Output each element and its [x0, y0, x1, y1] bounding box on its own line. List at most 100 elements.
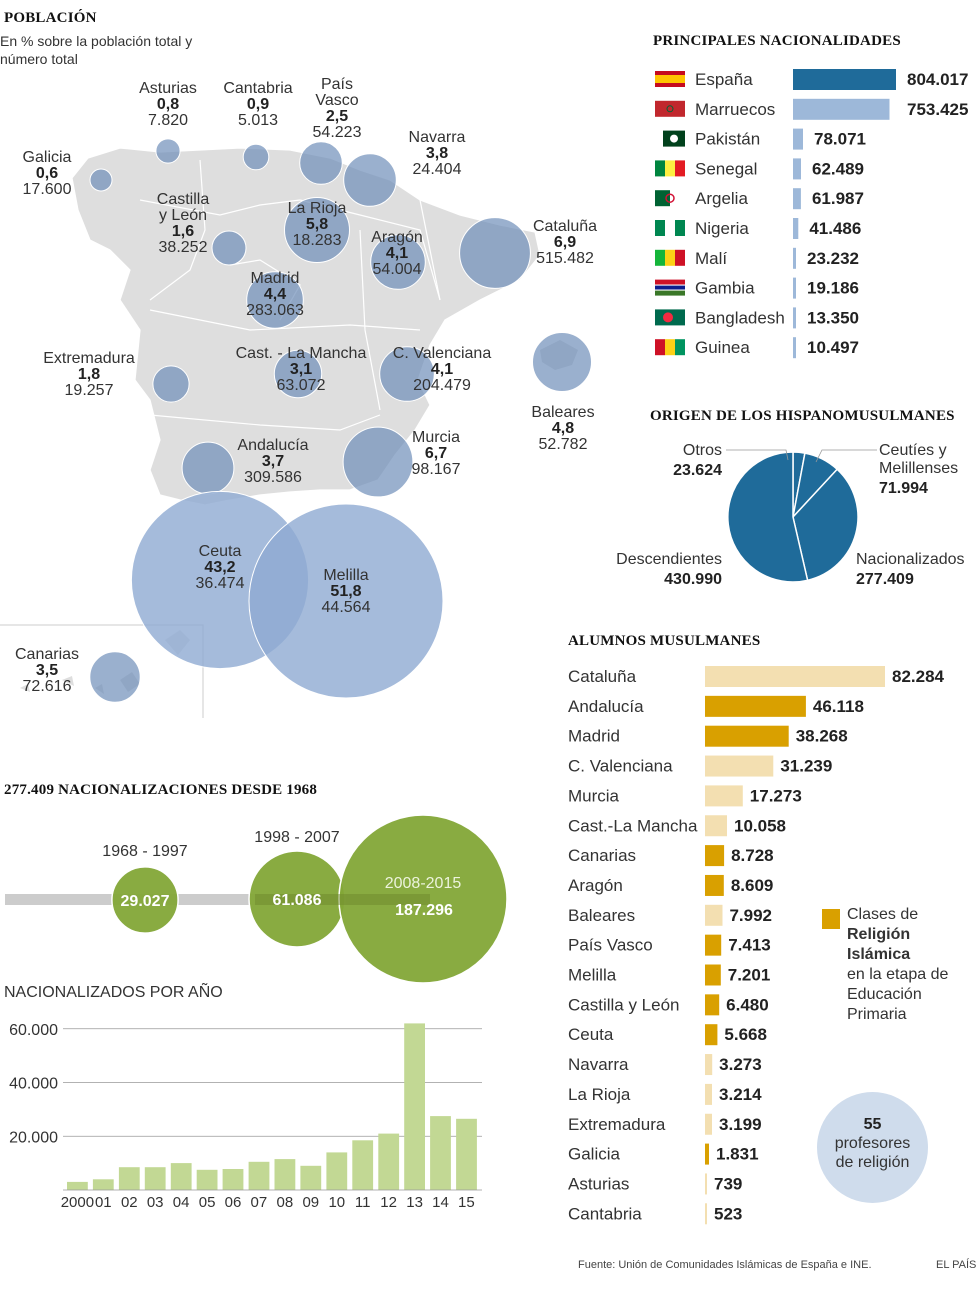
- alumnos-bar: [705, 1083, 712, 1105]
- region-pct: 0,9: [247, 96, 269, 113]
- region-bubble: [273, 349, 323, 399]
- region-total: 17.600: [23, 181, 72, 198]
- nacionalidades-chart: España 804.017 Marruecos 753.425 Pakistán 78.…: [655, 69, 968, 359]
- alumnos-value: 739: [714, 1174, 742, 1193]
- region-bubble: [284, 197, 350, 263]
- x-tick-label: 03: [147, 1194, 164, 1211]
- period-label: 1998 - 2007: [254, 829, 340, 846]
- flag-stripe: [655, 279, 685, 285]
- flag-stripe: [655, 130, 663, 147]
- nacionalidad-value: 23.232: [807, 249, 859, 268]
- x-tick-label: 15: [458, 1194, 475, 1211]
- alumnos-bar: [705, 1143, 709, 1165]
- alumnos-label: Murcia: [568, 786, 620, 805]
- legend-line: Religión: [847, 926, 911, 943]
- nacionalidad-bar: [793, 218, 799, 239]
- poblacion-subtitle-1: En % sobre la población total y: [0, 33, 193, 49]
- flag-stripe: [655, 71, 685, 75]
- legend-line: en la etapa de: [847, 966, 949, 983]
- x-tick-label: 13: [406, 1194, 423, 1211]
- region-name: Galicia: [23, 149, 72, 166]
- alumnos-bar: [705, 1113, 712, 1135]
- nacionalidad-value: 13.350: [807, 308, 859, 327]
- alumnos-bar: [705, 695, 806, 717]
- flag-stripe: [655, 285, 685, 290]
- alumnos-bar: [705, 1024, 718, 1046]
- x-tick-label: 05: [199, 1194, 216, 1211]
- alumnos-value: 7.992: [729, 906, 772, 925]
- region-bubble: [379, 346, 435, 402]
- region-pct: 4,1: [386, 245, 408, 262]
- region-bubble: [532, 332, 592, 392]
- alumnos-bar: [705, 815, 727, 837]
- pie-label: Nacionalizados: [856, 551, 965, 568]
- region-pct: 3,8: [426, 145, 448, 162]
- nacionalidad-bar: [793, 277, 796, 299]
- region-pct: 2,5: [326, 108, 348, 125]
- x-tick-label: 04: [173, 1194, 190, 1211]
- nacionalidad-bar: [793, 128, 803, 150]
- region-name: País: [321, 76, 353, 93]
- nacionalidad-value: 19.186: [807, 279, 859, 298]
- alumnos-value: 10.058: [734, 816, 786, 835]
- flag-stripe: [655, 190, 670, 207]
- region-total: 98.167: [412, 461, 461, 478]
- region-pct: 5,8: [306, 216, 328, 233]
- nacionalidad-bar: [793, 69, 896, 90]
- alumnos-value: 3.214: [719, 1085, 762, 1104]
- region-name: Canarias: [15, 646, 79, 663]
- alumnos-bar: [705, 845, 725, 867]
- region-name: Baleares: [531, 404, 594, 421]
- chart-title: NACIONALIZADOS POR AÑO: [4, 981, 223, 1001]
- region-pct: 3,5: [36, 662, 58, 679]
- nacionalidad-value: 61.987: [812, 189, 864, 208]
- alumnos-bar: [705, 1173, 707, 1195]
- pie-value: 277.409: [856, 571, 914, 588]
- nacionalidad-label: España: [695, 70, 753, 89]
- alumnos-bar: [705, 934, 722, 956]
- region-pct: 1,6: [172, 223, 194, 240]
- poblacion-title: POBLACIÓN: [4, 10, 97, 26]
- nacionalizaciones-bubbles: 1968 - 1997 29.027 1998 - 2007 61.086 2008-2…: [5, 814, 508, 984]
- timeline-bar: [5, 894, 430, 905]
- poblacion-subtitle-2: número total: [0, 51, 78, 67]
- flag-stripe: [655, 339, 665, 356]
- period-label: 1968 - 1997: [102, 843, 188, 860]
- x-tick-label: 02: [121, 1194, 138, 1211]
- region-bubble: [370, 234, 426, 290]
- nacionalidad-value: 804.017: [907, 70, 968, 89]
- nacionalidad-label: Malí: [695, 249, 727, 268]
- alumnos-value: 1.831: [716, 1145, 759, 1164]
- pie-value: 23.624: [673, 462, 722, 479]
- region-pct: 3,7: [262, 453, 284, 470]
- alumnos-value: 523: [714, 1204, 742, 1223]
- alumnos-label: Navarra: [568, 1055, 629, 1074]
- flag-stripe: [670, 190, 685, 207]
- region-total: 38.252: [159, 239, 208, 256]
- brand-label: EL PAÍS: [936, 1259, 977, 1271]
- bangladesh-flag: [655, 309, 685, 326]
- alumnos-label: Canarias: [568, 846, 636, 865]
- guinea-flag: [655, 339, 685, 356]
- alumnos-label: La Rioja: [568, 1085, 631, 1104]
- legend-line: Islámica: [847, 946, 911, 963]
- region-bubble: [155, 138, 181, 164]
- pie-slice: [727, 451, 809, 583]
- region-total: 36.474: [196, 575, 245, 592]
- x-tick-label: 07: [251, 1194, 268, 1211]
- flag-stripe: [675, 220, 685, 236]
- y-tick-label: 40.000: [9, 1076, 58, 1093]
- gambia-flag: [655, 279, 685, 296]
- region-pct: 3,1: [290, 361, 312, 378]
- region-bubble: [343, 153, 397, 207]
- alumnos-bar: [705, 874, 724, 896]
- nacionalidad-bar: [793, 307, 796, 329]
- alumnos-value: 8.728: [731, 846, 774, 865]
- region-name: Navarra: [409, 129, 466, 146]
- alumnos-label: Castilla y León: [568, 995, 680, 1014]
- year-bar: [196, 1169, 218, 1190]
- alumnos-label: Madrid: [568, 727, 620, 746]
